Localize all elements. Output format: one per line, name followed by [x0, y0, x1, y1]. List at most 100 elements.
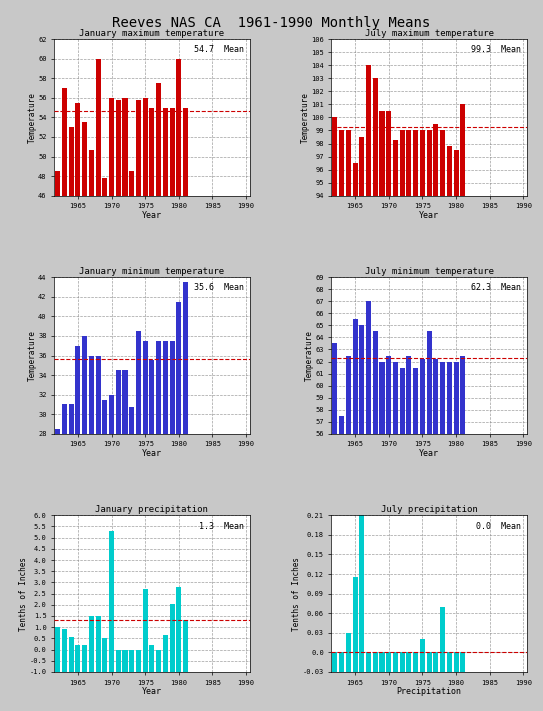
Y-axis label: Temperature: Temperature: [301, 92, 310, 143]
Title: January maximum temperature: January maximum temperature: [79, 29, 224, 38]
Bar: [433, 124, 438, 196]
Bar: [453, 361, 458, 434]
Bar: [346, 131, 351, 196]
Bar: [339, 131, 344, 196]
Bar: [372, 78, 378, 196]
Bar: [96, 356, 100, 434]
Bar: [163, 341, 168, 434]
Title: July precipitation: July precipitation: [381, 506, 477, 515]
Bar: [89, 356, 94, 434]
Bar: [427, 331, 432, 434]
Bar: [393, 361, 398, 434]
Bar: [352, 319, 358, 434]
Bar: [156, 341, 161, 434]
Bar: [420, 131, 425, 196]
Bar: [413, 652, 418, 672]
Text: 54.7  Mean: 54.7 Mean: [194, 46, 244, 54]
Bar: [183, 107, 188, 196]
Bar: [163, 635, 168, 672]
Bar: [413, 131, 418, 196]
Bar: [359, 326, 364, 434]
Bar: [96, 616, 100, 672]
Bar: [346, 633, 351, 672]
Bar: [460, 105, 465, 196]
Bar: [109, 98, 114, 196]
Bar: [366, 652, 371, 672]
Bar: [460, 356, 465, 434]
Bar: [453, 150, 458, 196]
Bar: [109, 395, 114, 434]
Bar: [116, 100, 121, 196]
Bar: [339, 652, 344, 672]
Bar: [136, 650, 141, 672]
Bar: [447, 146, 452, 196]
Text: 35.6  Mean: 35.6 Mean: [194, 284, 244, 292]
Bar: [75, 102, 80, 196]
Bar: [447, 361, 452, 434]
Bar: [75, 346, 80, 434]
Y-axis label: Tenths of Inches: Tenths of Inches: [292, 557, 301, 631]
Bar: [176, 301, 181, 434]
Bar: [82, 336, 87, 434]
Bar: [332, 343, 337, 434]
Bar: [55, 171, 60, 196]
Bar: [359, 515, 364, 672]
Bar: [82, 645, 87, 672]
Y-axis label: Tenths of Inches: Tenths of Inches: [19, 557, 28, 631]
Title: January minimum temperature: January minimum temperature: [79, 267, 224, 277]
Bar: [427, 652, 432, 672]
Text: 99.3  Mean: 99.3 Mean: [471, 46, 521, 54]
Bar: [169, 604, 175, 672]
Bar: [460, 652, 465, 672]
Bar: [116, 370, 121, 434]
Bar: [359, 137, 364, 196]
Bar: [169, 341, 175, 434]
Bar: [55, 429, 60, 434]
Bar: [123, 650, 128, 672]
Bar: [169, 107, 175, 196]
Bar: [400, 652, 405, 672]
Bar: [96, 59, 100, 196]
Text: 1.3  Mean: 1.3 Mean: [199, 522, 244, 530]
Bar: [372, 331, 378, 434]
Title: July maximum temperature: July maximum temperature: [364, 29, 494, 38]
Bar: [440, 131, 445, 196]
Bar: [62, 405, 67, 434]
Bar: [433, 652, 438, 672]
Bar: [176, 59, 181, 196]
X-axis label: Year: Year: [419, 210, 439, 220]
Bar: [406, 131, 412, 196]
Bar: [380, 361, 384, 434]
Bar: [447, 652, 452, 672]
Bar: [372, 652, 378, 672]
Bar: [400, 131, 405, 196]
Title: July minimum temperature: July minimum temperature: [364, 267, 494, 277]
Bar: [143, 589, 148, 672]
Bar: [352, 163, 358, 196]
Bar: [129, 171, 134, 196]
Bar: [176, 587, 181, 672]
Bar: [82, 122, 87, 196]
Bar: [136, 100, 141, 196]
Bar: [183, 621, 188, 672]
Bar: [339, 416, 344, 434]
Bar: [89, 150, 94, 196]
X-axis label: Year: Year: [419, 449, 439, 458]
Y-axis label: Temperature: Temperature: [305, 330, 314, 381]
Bar: [89, 616, 94, 672]
Bar: [346, 356, 351, 434]
Bar: [332, 652, 337, 672]
Bar: [420, 359, 425, 434]
Bar: [380, 111, 384, 196]
Bar: [453, 652, 458, 672]
Bar: [156, 83, 161, 196]
X-axis label: Year: Year: [142, 687, 162, 696]
Bar: [149, 107, 154, 196]
Bar: [352, 577, 358, 672]
Bar: [109, 531, 114, 672]
Bar: [75, 645, 80, 672]
Bar: [102, 178, 108, 196]
Bar: [366, 301, 371, 434]
Bar: [62, 88, 67, 196]
Y-axis label: Temperature: Temperature: [28, 330, 37, 381]
